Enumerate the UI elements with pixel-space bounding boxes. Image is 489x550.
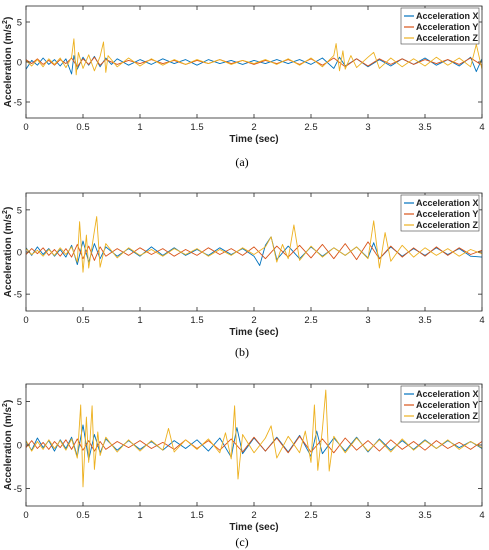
x-tick-label: 0 (23, 510, 28, 521)
x-tick-label: 1.5 (190, 510, 203, 521)
x-tick-label: 3.5 (418, 122, 431, 133)
y-axis-title: Acceleration (m/s2) (2, 17, 14, 108)
legend-label-z: Acceleration Z (416, 220, 479, 230)
chart-panel: 0 0.5 1 1.5 2 2.5 3 3.5 4 -5 0 5 Time (sec) Accelerat… (2, 192, 485, 359)
legend-label-x: Acceleration X (416, 11, 479, 21)
legend-label-x: Acceleration X (416, 198, 479, 208)
x-tick-label: 3.5 (418, 510, 431, 521)
y-tick-label: 5 (17, 205, 22, 216)
chart-panel: 0 0.5 1 1.5 2 2.5 3 3.5 4 -5 0 5 Time (sec) Accelerat… (2, 383, 485, 549)
legend-label-z: Acceleration Z (416, 411, 479, 421)
x-tick-label: 4 (479, 315, 484, 326)
x-tick-label: 3 (365, 315, 370, 326)
x-tick-label: 0.5 (76, 122, 89, 133)
x-tick-label: 3 (365, 122, 370, 133)
y-tick-label: 5 (17, 18, 22, 29)
x-tick-label: 2 (251, 510, 256, 521)
legend-label-x: Acceleration X (416, 389, 479, 399)
y-tick-label: -5 (14, 98, 22, 109)
x-tick-label: 2.5 (304, 510, 317, 521)
y-tick-label: 0 (17, 441, 22, 452)
x-tick-label: 1 (137, 315, 142, 326)
x-tick-label: 0.5 (76, 510, 89, 521)
y-axis-title: Acceleration (m/s2) (2, 400, 14, 491)
legend-label-z: Acceleration Z (416, 33, 479, 43)
x-tick-label: 3 (365, 510, 370, 521)
series-line-x (26, 236, 482, 266)
panel-caption: (b) (235, 345, 249, 359)
y-tick-label: -5 (14, 290, 22, 301)
chart-panel: 0 0.5 1 1.5 2 2.5 3 3.5 4 -5 0 5 Time (sec) Accelerat… (2, 5, 485, 169)
x-tick-label: 1 (137, 510, 142, 521)
x-tick-label: 0.5 (76, 315, 89, 326)
x-tick-label: 2.5 (304, 122, 317, 133)
x-tick-label: 1.5 (190, 122, 203, 133)
x-tick-label: 4 (479, 510, 484, 521)
panel-caption: (c) (235, 535, 248, 549)
x-axis-title: Time (sec) (229, 522, 278, 533)
x-tick-label: 0 (23, 122, 28, 133)
x-tick-label: 2 (251, 315, 256, 326)
y-tick-label: 0 (17, 248, 22, 259)
panel-caption: (a) (235, 155, 248, 169)
y-tick-label: 0 (17, 58, 22, 69)
x-tick-label: 3.5 (418, 315, 431, 326)
series-line-z (26, 216, 482, 273)
x-tick-label: 2.5 (304, 315, 317, 326)
y-tick-label: 5 (17, 397, 22, 408)
x-tick-label: 2 (251, 122, 256, 133)
y-axis-title: Acceleration (m/s2) (2, 207, 14, 298)
x-tick-label: 4 (479, 122, 484, 133)
series-line-z (26, 38, 482, 76)
series-line-x (26, 424, 482, 461)
series-line-y (26, 241, 482, 261)
y-tick-label: -5 (14, 484, 22, 495)
x-tick-label: 1.5 (190, 315, 203, 326)
x-tick-label: 0 (23, 315, 28, 326)
series-line-z (26, 389, 482, 488)
x-axis-title: Time (sec) (229, 134, 278, 145)
legend-label-y: Acceleration Y (416, 400, 478, 410)
x-tick-label: 1 (137, 122, 142, 133)
legend-label-y: Acceleration Y (416, 209, 478, 219)
legend-label-y: Acceleration Y (416, 22, 478, 32)
x-axis-title: Time (sec) (229, 327, 278, 338)
